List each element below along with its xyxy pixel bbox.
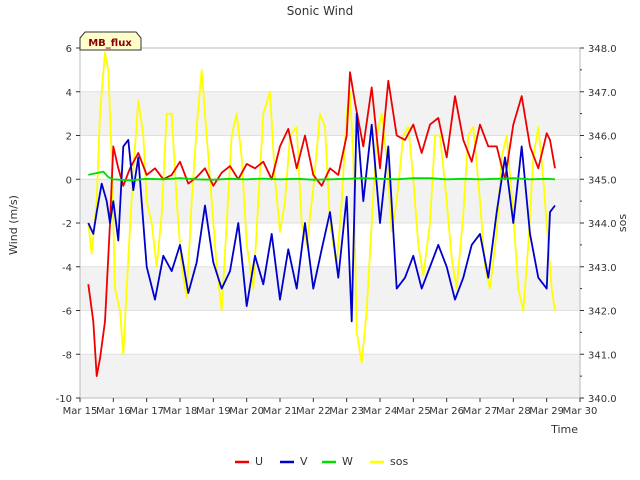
background-band bbox=[80, 354, 580, 398]
x-tick-label: Mar 15 bbox=[63, 406, 98, 417]
series-line-sos bbox=[87, 51, 556, 364]
x-tick-label: Mar 28 bbox=[496, 406, 531, 417]
x-axis-label: Time bbox=[550, 423, 578, 436]
x-tick-label: Mar 30 bbox=[563, 406, 598, 417]
x-tick-label: Mar 21 bbox=[263, 406, 298, 417]
y-tick-label: 4 bbox=[66, 88, 72, 99]
y-tick-label: 0 bbox=[66, 175, 72, 186]
background-band bbox=[80, 266, 580, 311]
y-tick-label: -4 bbox=[62, 263, 72, 274]
y2-tick-label: 340.0 bbox=[588, 394, 617, 405]
y2-tick-label: 341.0 bbox=[588, 350, 617, 361]
y-tick-label: -6 bbox=[62, 307, 72, 318]
x-tick-label: Mar 25 bbox=[396, 406, 431, 417]
x-tick-label: Mar 26 bbox=[429, 406, 464, 417]
x-tick-label: Mar 17 bbox=[129, 406, 164, 417]
x-tick-label: Mar 22 bbox=[296, 406, 331, 417]
x-tick-label: Mar 27 bbox=[463, 406, 498, 417]
y-axis-left: -10 -8 -6 -4 -2 0 2 4 6 bbox=[56, 44, 80, 405]
y2-tick-label: 344.0 bbox=[588, 219, 617, 230]
y-tick-label: 6 bbox=[66, 44, 72, 55]
y2-tick-label: 343.0 bbox=[588, 263, 617, 274]
y-axis-label-left: Wind (m/s) bbox=[7, 195, 20, 255]
y-tick-label: -2 bbox=[62, 219, 72, 230]
legend-label: V bbox=[300, 455, 308, 468]
background-band bbox=[80, 91, 580, 136]
y-axis-label-right: sos bbox=[616, 214, 629, 232]
plot-background-bands bbox=[80, 91, 580, 398]
y-tick-label: -8 bbox=[62, 350, 72, 361]
legend-label: U bbox=[255, 455, 263, 468]
legend-item-w: W bbox=[322, 455, 353, 468]
chart-title: Sonic Wind bbox=[287, 4, 353, 18]
y-tick-label: 2 bbox=[66, 132, 72, 143]
series-layer bbox=[87, 51, 556, 378]
flux-badge-label: MB_flux bbox=[88, 38, 132, 49]
flux-badge: MB_flux bbox=[79, 31, 142, 51]
y2-tick-label: 345.0 bbox=[588, 175, 617, 186]
x-tick-label: Mar 24 bbox=[363, 406, 398, 417]
x-tick-label: Mar 23 bbox=[329, 406, 364, 417]
x-tick-label: Mar 29 bbox=[529, 406, 564, 417]
series-line-w bbox=[88, 170, 556, 182]
legend-item-v: V bbox=[280, 455, 308, 468]
y2-tick-label: 346.0 bbox=[588, 132, 617, 143]
y2-tick-label: 342.0 bbox=[588, 307, 617, 318]
series-line-u bbox=[87, 71, 556, 378]
legend-label: sos bbox=[390, 455, 408, 468]
x-tick-label: Mar 18 bbox=[163, 406, 198, 417]
y-tick-label: -10 bbox=[56, 394, 72, 405]
flux-badge-shape bbox=[79, 31, 142, 51]
x-tick-label: Mar 20 bbox=[229, 406, 264, 417]
legend-item-u: U bbox=[235, 455, 263, 468]
legend-label: W bbox=[342, 455, 353, 468]
series-line-v bbox=[87, 112, 556, 323]
x-tick-label: Mar 19 bbox=[196, 406, 231, 417]
y-axis-right: 340.0 341.0 342.0 343.0 344.0 345.0 346.0 347.0… bbox=[580, 44, 617, 405]
x-tick-label: Mar 16 bbox=[96, 406, 131, 417]
y2-tick-label: 348.0 bbox=[588, 44, 617, 55]
legend-item-sos: sos bbox=[370, 455, 408, 468]
y2-tick-label: 347.0 bbox=[588, 88, 617, 99]
